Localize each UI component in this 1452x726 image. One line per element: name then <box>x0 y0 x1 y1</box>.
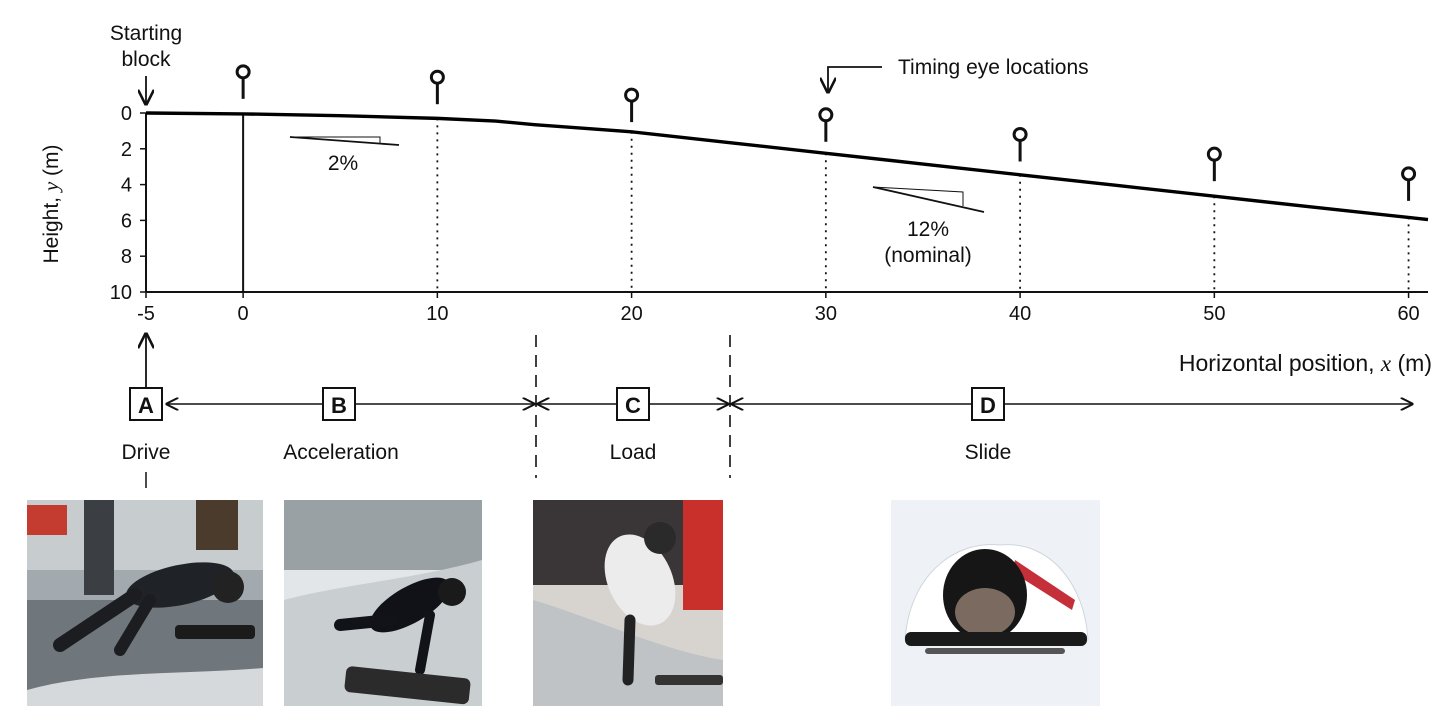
photo-acceleration <box>284 500 482 706</box>
y-tick-label: 10 <box>110 282 132 304</box>
slope-12-percent-annotation: 12% (nominal) <box>872 186 985 267</box>
phase-box-a: A <box>129 387 163 421</box>
phase-a-name: Drive <box>121 441 170 464</box>
phase-photos <box>27 500 1100 706</box>
photo-slide-sled <box>905 632 1087 646</box>
phase-b-name: Acceleration <box>283 441 399 464</box>
photo-load-leg <box>622 614 636 686</box>
timing-eye-markers <box>235 64 1417 201</box>
photo-slide-visor <box>955 588 1015 636</box>
photo-slide <box>891 500 1100 706</box>
photo-load-sled <box>655 675 723 685</box>
phase-box-b-frame <box>322 387 356 421</box>
timing-eye-locations-arrow <box>828 66 882 92</box>
x-tick-label: 20 <box>620 303 642 325</box>
phase-d-name: Slide <box>965 441 1012 464</box>
starting-block-label-line2: block <box>121 48 171 71</box>
phase-box-a-letter: A <box>138 393 154 418</box>
phase-box-d-frame <box>971 387 1005 421</box>
timing-eye-locations-annotation: Timing eye locations <box>828 56 1089 92</box>
y-axis-label-text: Height, <box>40 191 63 263</box>
timing-reference-lines <box>242 113 1410 292</box>
slope-2-triangle <box>290 136 381 144</box>
photo-slide-red-stripe <box>1012 560 1075 610</box>
phase-box-c-frame <box>616 387 650 421</box>
x-axis-label: Horizontal position, x (m) <box>1179 350 1432 376</box>
photo-drive-leg-2 <box>114 594 156 656</box>
x-tick-label: 50 <box>1203 303 1225 325</box>
photo-load-helmet <box>644 522 676 554</box>
slope-12-triangle <box>872 186 964 206</box>
phase-box-a-frame <box>129 387 163 421</box>
x-tick-label: 0 <box>238 303 249 325</box>
y-tick-label: 0 <box>121 103 132 125</box>
y-axis-label-var: y <box>39 181 63 193</box>
photo-load-athlete-body <box>604 534 676 626</box>
y-tick-labels: 0 2 4 6 8 10 <box>110 103 146 304</box>
x-tick-label: 10 <box>426 303 448 325</box>
timing-eye-locations-label: Timing eye locations <box>898 56 1089 79</box>
chart-axes: -5 0 10 20 30 40 50 60 0 2 4 6 8 10 Height, y (m) Ho… <box>39 103 1432 376</box>
photo-load <box>533 500 723 706</box>
x-axis-label-text: Horizontal position, <box>1179 350 1381 376</box>
phase-c-name: Load <box>610 441 657 464</box>
x-axis-label-var: x <box>1380 351 1392 376</box>
x-tick-label: 30 <box>815 303 837 325</box>
y-tick-label: 8 <box>121 246 132 268</box>
starting-block-label-line1: Starting <box>110 22 182 45</box>
phase-box-b-letter: B <box>331 393 347 418</box>
x-tick-label: 40 <box>1009 303 1031 325</box>
y-tick-label: 6 <box>121 210 132 232</box>
slope-2-line <box>289 136 400 146</box>
photo-load-red-banner <box>683 500 723 610</box>
x-tick-label: 60 <box>1397 303 1419 325</box>
photo-drive-helmet <box>212 571 244 603</box>
y-axis-label: Height, y (m) <box>39 144 63 263</box>
photo-drive <box>27 500 263 706</box>
timing-eye-icon <box>1401 166 1417 182</box>
photo-drive-sled <box>175 625 255 639</box>
x-tick-label: -5 <box>137 303 155 325</box>
slope-2-percent-annotation: 2% <box>289 136 400 175</box>
x-tick-labels: -5 0 10 20 30 40 50 60 <box>137 292 1420 325</box>
starting-block-annotation: Starting block <box>110 22 182 104</box>
y-axis-label-unit: (m) <box>40 144 63 181</box>
photo-acceleration-sled <box>344 666 471 705</box>
timing-eye-icon <box>1206 146 1222 162</box>
phase-box-b: B <box>322 387 356 421</box>
photo-acceleration-leg <box>334 614 396 631</box>
photo-drive-red-barrier <box>27 505 67 535</box>
photo-acceleration-arm <box>415 610 435 675</box>
timing-eye-icon <box>1012 126 1028 142</box>
timing-eye-icon <box>818 107 834 123</box>
track-profile-line <box>145 111 1429 222</box>
phase-timeline: A B C D Drive Acceleration Load Slide <box>121 334 1412 488</box>
slope-12-line <box>872 186 985 213</box>
slope-12-label-line1: 12% <box>907 218 949 241</box>
timing-eye-icon <box>429 69 445 85</box>
phase-box-c: C <box>616 387 650 421</box>
photo-drive-spectator-1 <box>84 500 114 595</box>
y-tick-label: 4 <box>121 175 132 197</box>
timing-eye-icon <box>235 64 251 80</box>
phase-box-c-letter: C <box>625 393 641 418</box>
x-axis-label-unit: (m) <box>1391 350 1432 376</box>
y-tick-label: 2 <box>121 139 132 161</box>
photo-acceleration-wall <box>284 500 482 570</box>
phase-box-d: D <box>971 387 1005 421</box>
photo-drive-track-edge <box>27 668 263 706</box>
photo-drive-spectator-2 <box>196 500 238 550</box>
phase-box-d-letter: D <box>980 393 996 418</box>
timing-eye-icon <box>624 87 640 103</box>
slope-12-label-line2: (nominal) <box>884 244 972 267</box>
photo-drive-leg <box>53 588 142 652</box>
photo-acceleration-helmet <box>438 578 466 606</box>
photo-slide-runner <box>925 648 1065 654</box>
slope-2-label: 2% <box>328 152 358 175</box>
